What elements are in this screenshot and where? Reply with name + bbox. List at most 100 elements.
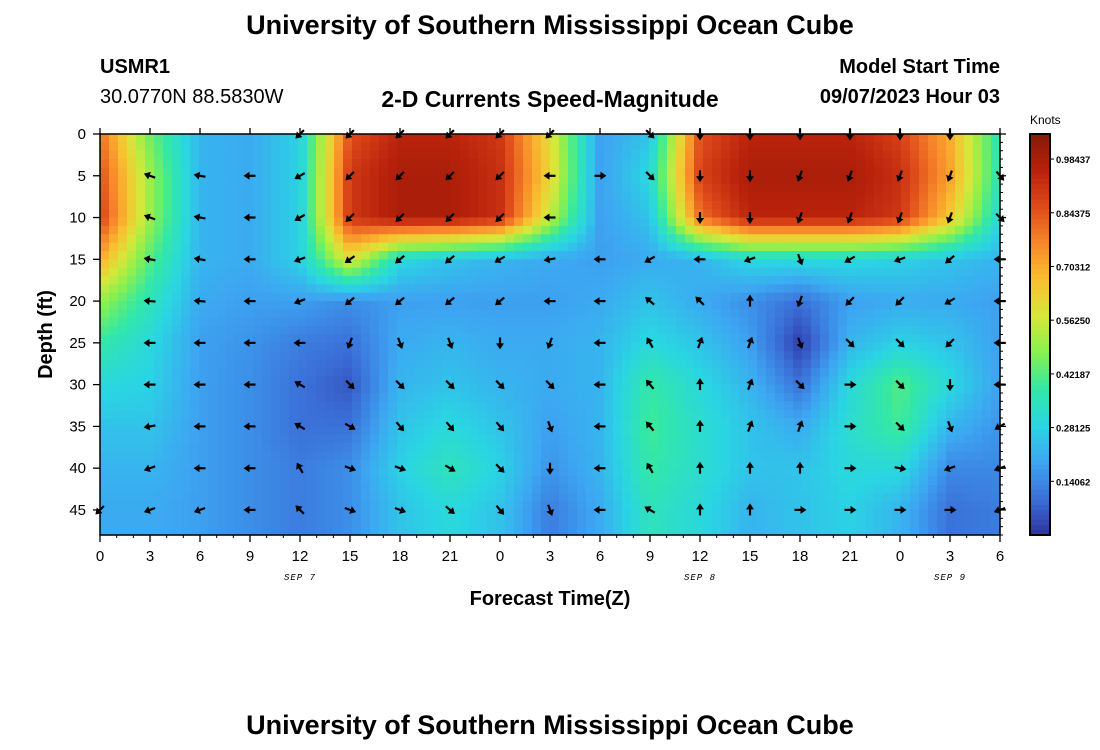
heat-cell xyxy=(415,392,425,402)
heat-cell xyxy=(658,409,668,419)
heat-cell xyxy=(856,334,866,344)
heat-cell xyxy=(523,242,533,252)
heat-cell xyxy=(982,384,992,394)
heat-cell xyxy=(505,501,515,511)
heat-cell xyxy=(361,267,371,277)
heat-cell xyxy=(586,175,596,185)
heat-cell xyxy=(928,301,938,311)
heat-cell xyxy=(847,493,857,503)
heat-cell xyxy=(586,376,596,386)
heat-cell xyxy=(928,234,938,244)
heat-cell xyxy=(955,242,965,252)
heat-cell xyxy=(784,367,794,377)
heat-cell xyxy=(145,250,155,260)
heat-cell xyxy=(640,259,650,269)
heat-cell xyxy=(226,326,236,336)
heat-cell xyxy=(523,326,533,336)
heat-cell xyxy=(892,434,902,444)
heat-cell xyxy=(937,451,947,461)
heat-cell xyxy=(181,501,191,511)
heat-cell xyxy=(442,326,452,336)
heat-cell xyxy=(856,326,866,336)
heat-cell xyxy=(847,217,857,227)
heat-cell xyxy=(487,175,497,185)
heat-cell xyxy=(667,468,677,478)
heat-cell xyxy=(865,276,875,285)
heat-cell xyxy=(235,526,245,536)
heat-cell xyxy=(865,225,875,235)
heat-cell xyxy=(199,276,209,285)
heat-cell xyxy=(145,200,155,210)
heat-cell xyxy=(154,334,164,344)
heat-cell xyxy=(928,359,938,369)
heat-cell xyxy=(613,250,623,260)
heat-cell xyxy=(883,225,893,235)
heat-cell xyxy=(613,175,623,185)
heat-cell xyxy=(730,167,740,177)
heat-cell xyxy=(451,242,461,252)
heat-cell xyxy=(631,167,641,177)
heat-cell xyxy=(820,376,830,386)
heat-cell xyxy=(739,209,749,219)
heat-cell xyxy=(532,426,542,436)
heat-cell xyxy=(469,309,479,319)
heat-cell xyxy=(676,409,686,419)
heat-cell xyxy=(802,334,812,344)
heat-cell xyxy=(973,242,983,252)
heat-cell xyxy=(388,518,398,528)
heat-cell xyxy=(343,518,353,528)
heat-cell xyxy=(586,409,596,419)
heat-cell xyxy=(469,493,479,503)
heat-cell xyxy=(145,392,155,402)
heat-cell xyxy=(739,200,749,210)
heat-cell xyxy=(595,434,605,444)
heat-cell xyxy=(172,501,182,511)
heat-cell xyxy=(739,142,749,152)
heat-cell xyxy=(199,267,209,277)
heat-cell xyxy=(217,167,227,177)
current-arrow xyxy=(895,296,905,306)
heat-cell xyxy=(352,468,362,478)
heat-cell xyxy=(703,367,713,377)
heat-cell xyxy=(658,392,668,402)
heat-cell xyxy=(352,250,362,260)
heat-cell xyxy=(406,209,416,219)
heat-cell xyxy=(532,184,542,194)
heat-cell xyxy=(415,200,425,210)
heat-cell xyxy=(379,443,389,453)
heat-cell xyxy=(217,209,227,219)
heat-cell xyxy=(469,459,479,469)
heat-cell xyxy=(136,250,146,260)
heat-cell xyxy=(784,150,794,160)
heat-cell xyxy=(640,418,650,427)
heat-cell xyxy=(136,150,146,160)
heat-cell xyxy=(784,484,794,494)
heat-cell xyxy=(271,317,281,327)
heat-cell xyxy=(442,484,452,494)
heat-cell xyxy=(811,150,821,160)
heat-cell xyxy=(325,409,335,419)
heat-cell xyxy=(955,142,965,152)
heat-cell xyxy=(919,134,929,143)
heat-cell xyxy=(721,434,731,444)
heat-cell xyxy=(352,484,362,494)
heat-cell xyxy=(559,459,569,469)
heat-cell xyxy=(460,192,470,202)
heat-cell xyxy=(766,200,776,210)
heat-cell xyxy=(901,150,911,160)
heat-cell xyxy=(388,351,398,361)
heat-cell xyxy=(199,359,209,369)
heat-cell xyxy=(820,468,830,478)
heat-cell xyxy=(460,301,470,311)
heat-cell xyxy=(361,317,371,327)
heat-cell xyxy=(289,501,299,511)
heat-cell xyxy=(820,359,830,369)
heat-cell xyxy=(316,484,326,494)
heat-cell xyxy=(595,376,605,386)
heat-cell xyxy=(712,217,722,227)
heat-cell xyxy=(604,276,614,285)
heat-cell xyxy=(577,284,587,294)
heat-cell xyxy=(145,376,155,386)
heat-cell xyxy=(595,342,605,352)
heat-cell xyxy=(343,418,353,427)
